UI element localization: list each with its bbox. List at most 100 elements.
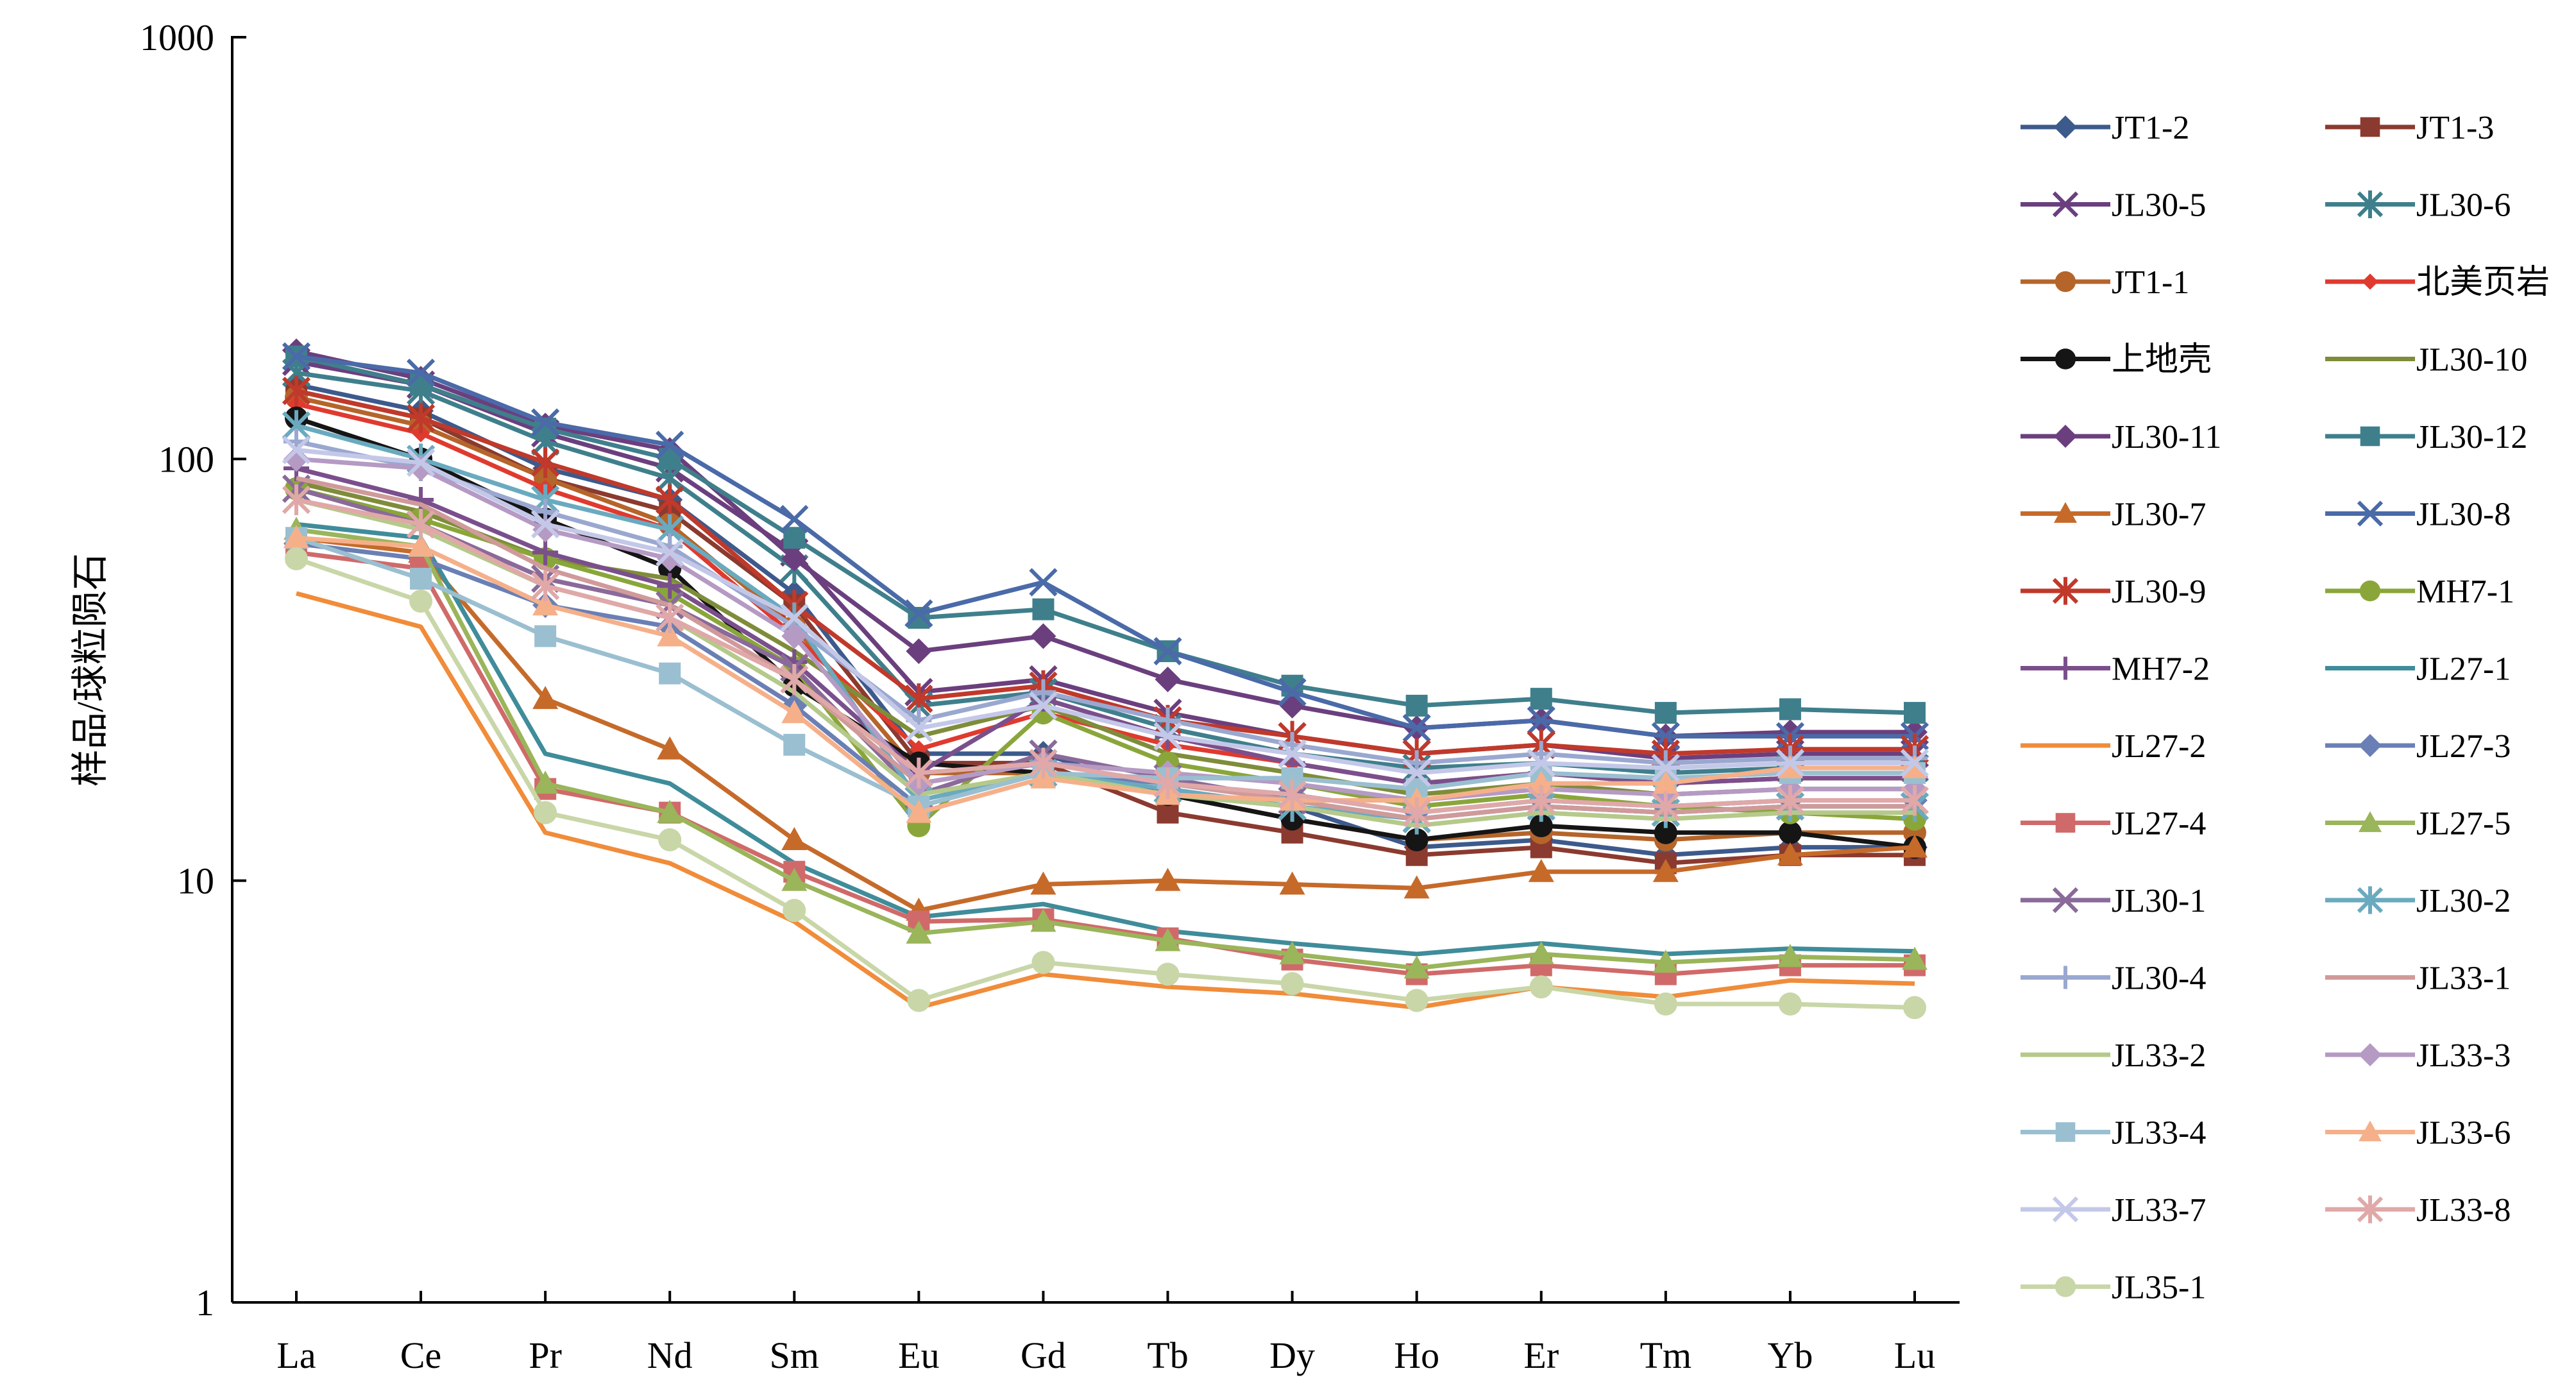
data-point — [1527, 706, 1555, 735]
x-tick-label: Sm — [770, 1334, 819, 1376]
legend-marker — [2052, 191, 2079, 217]
legend-item: JL33-6 — [2325, 1115, 2511, 1152]
legend-label: JL30-8 — [2416, 497, 2511, 533]
series-line — [296, 456, 1915, 803]
legend-marker — [2054, 656, 2077, 680]
data-point — [1405, 694, 1428, 717]
legend-item: JL30-1 — [2021, 883, 2206, 919]
legend-item: JL30-4 — [2021, 960, 2206, 997]
data-point — [1153, 636, 1182, 666]
data-point — [656, 538, 684, 567]
series-JL33-8 — [282, 484, 1929, 828]
series-JL27-2 — [296, 591, 1915, 1010]
series-JL27-1 — [296, 522, 1915, 957]
legend-item: JL33-4 — [2021, 1115, 2206, 1152]
data-point — [1652, 858, 1679, 882]
legend-marker — [2055, 348, 2076, 370]
data-point — [532, 686, 559, 710]
data-point — [1029, 747, 1058, 779]
series-line — [295, 556, 1915, 1010]
legend-label: 北美页岩 — [2416, 264, 2550, 301]
series-line — [296, 388, 1915, 756]
legend-marker — [2054, 502, 2077, 523]
data-point — [1779, 698, 1801, 720]
data-point — [781, 623, 808, 649]
data-point — [534, 801, 557, 824]
data-point — [1278, 779, 1307, 810]
data-point — [1278, 739, 1307, 768]
series-JL35-1 — [285, 547, 1926, 1019]
data-point — [783, 899, 806, 923]
legend-label: JL30-4 — [2112, 960, 2206, 997]
data-point — [1902, 946, 1928, 970]
x-tick-label: La — [276, 1334, 316, 1376]
legend-label: JL27-1 — [2416, 651, 2511, 688]
legend-label: JL33-2 — [2112, 1037, 2206, 1074]
data-point — [1402, 758, 1431, 787]
data-point — [1775, 749, 1805, 778]
x-tick-label: Tb — [1147, 1334, 1188, 1376]
data-point — [1527, 785, 1555, 816]
series-line — [296, 354, 1915, 739]
series-line — [296, 522, 1915, 957]
legend-label: JL30-5 — [2112, 187, 2206, 224]
data-point — [1900, 785, 1929, 816]
legend-label: JL30-10 — [2416, 342, 2527, 379]
data-point — [1528, 858, 1554, 882]
legend-item: JL30-8 — [2325, 497, 2511, 533]
data-point — [1278, 678, 1307, 706]
data-point — [1902, 719, 1928, 746]
x-tick-label: Ce — [400, 1334, 441, 1376]
legend-item: JT1-3 — [2325, 110, 2494, 146]
legend-marker — [2357, 886, 2384, 914]
legend-marker — [2052, 887, 2079, 914]
data-point — [1651, 753, 1680, 783]
legend-item: JL33-8 — [2325, 1192, 2511, 1229]
data-point — [781, 867, 808, 891]
plot-area — [282, 338, 1929, 1019]
data-point — [1402, 797, 1431, 828]
data-point — [534, 625, 557, 647]
data-point — [1778, 821, 1802, 844]
legend-item: MH7-1 — [2325, 574, 2514, 610]
data-point — [1902, 834, 1928, 858]
legend-item: JL30-2 — [2325, 883, 2511, 919]
series-line — [296, 535, 1915, 815]
legend-item: JL33-7 — [2021, 1192, 2206, 1229]
data-point — [1405, 828, 1428, 851]
legend-marker — [2360, 117, 2380, 137]
x-tick-label: Lu — [1894, 1334, 1935, 1376]
data-point — [781, 826, 808, 850]
data-point — [1530, 688, 1552, 710]
data-point — [285, 547, 308, 570]
data-point — [1777, 842, 1803, 865]
data-point — [1031, 951, 1055, 975]
legend-label: JT1-3 — [2416, 110, 2494, 146]
data-point — [1405, 989, 1428, 1012]
series-line — [296, 527, 1915, 971]
data-point — [409, 590, 433, 613]
data-point — [531, 447, 560, 479]
legend-label: JT1-1 — [2112, 264, 2189, 301]
data-point — [780, 504, 809, 534]
data-point — [656, 430, 684, 459]
series-line — [296, 497, 1915, 815]
legend-label: MH7-1 — [2416, 574, 2514, 610]
legend-label: JL30-2 — [2416, 883, 2511, 919]
x-tick-label: Ho — [1394, 1334, 1439, 1376]
legend-item: MH7-2 — [2021, 651, 2210, 688]
data-point — [1030, 679, 1056, 705]
data-point — [781, 700, 808, 724]
legend-label: 上地壳 — [2112, 342, 2212, 379]
legend-marker — [2055, 813, 2076, 833]
y-axis-label: 样品/球粒陨石 — [69, 553, 111, 787]
data-point — [1777, 719, 1803, 746]
data-point — [410, 568, 432, 590]
legend-marker — [2360, 426, 2380, 447]
x-tick-label: Dy — [1269, 1334, 1315, 1376]
data-point — [1528, 941, 1554, 964]
data-point — [1153, 722, 1182, 751]
legend-label: JL30-7 — [2112, 497, 2206, 533]
legend-item: JL33-1 — [2325, 960, 2511, 997]
